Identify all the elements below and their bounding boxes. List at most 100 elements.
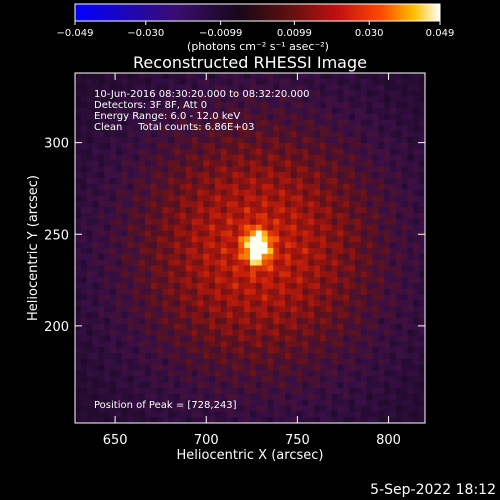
heatmap-cell	[384, 382, 391, 389]
heatmap-cell	[372, 189, 379, 196]
heatmap-cell	[244, 370, 251, 377]
heatmap-cell	[86, 259, 93, 266]
heatmap-cell	[115, 154, 123, 161]
heatmap-cell	[279, 382, 286, 389]
heatmap-cell	[255, 108, 263, 115]
heatmap-cell	[232, 370, 239, 377]
heatmap-cell	[395, 300, 403, 307]
heatmap-cell	[325, 102, 333, 109]
heatmap-cell	[360, 353, 368, 360]
heatmap-cell	[168, 353, 175, 360]
heatmap-cell	[372, 329, 379, 336]
heatmap-cell	[302, 277, 309, 284]
heatmap-cell	[92, 131, 99, 138]
heatmap-cell	[226, 125, 233, 132]
heatmap-cell	[191, 288, 198, 296]
heatmap-cell	[360, 230, 368, 237]
heatmap-cell	[220, 96, 228, 103]
heatmap-cell	[121, 370, 128, 377]
heatmap-cell	[145, 411, 152, 418]
heatmap-cell	[115, 253, 123, 261]
heatmap-cell	[407, 84, 414, 91]
heatmap-cell	[115, 288, 123, 296]
heatmap-cell	[232, 73, 239, 80]
heatmap-cell	[133, 253, 140, 261]
heatmap-cell	[325, 166, 333, 173]
heatmap-cell	[325, 277, 333, 284]
heatmap-cell	[261, 271, 268, 278]
heatmap-cell	[162, 224, 169, 231]
heatmap-cell	[185, 399, 193, 406]
heatmap-cell	[419, 294, 425, 301]
heatmap-cell	[244, 113, 251, 121]
heatmap-cell	[302, 370, 309, 377]
heatmap-cell	[238, 84, 245, 91]
heatmap-cell	[308, 376, 315, 383]
heatmap-cell	[80, 195, 88, 202]
heatmap-cell	[92, 224, 99, 231]
heatmap-cell	[320, 84, 327, 91]
heatmap-cell	[413, 253, 420, 261]
heatmap-cell	[378, 288, 385, 296]
heatmap-cell	[156, 376, 163, 383]
heatmap-cell	[174, 253, 181, 261]
heatmap-cell	[139, 318, 146, 325]
heatmap-cell	[156, 178, 163, 185]
heatmap-cell	[110, 90, 117, 97]
heatmap-cell	[80, 143, 88, 150]
heatmap-cell	[419, 358, 425, 366]
heatmap-cell	[133, 102, 140, 109]
heatmap-cell	[384, 84, 391, 91]
heatmap-cell	[150, 323, 158, 331]
heatmap-cell	[261, 283, 268, 290]
heatmap-cell	[220, 131, 228, 138]
heatmap-cell	[150, 148, 158, 156]
heatmap-cell	[191, 248, 198, 255]
heatmap-cell	[372, 183, 379, 191]
heatmap-cell	[185, 172, 193, 179]
heatmap-cell	[180, 294, 187, 301]
heatmap-cell	[384, 143, 391, 150]
heatmap-cell	[302, 306, 309, 313]
heatmap-cell	[203, 218, 210, 226]
heatmap-cell	[75, 218, 82, 226]
heatmap-cell	[197, 347, 204, 354]
heatmap-cell	[255, 84, 263, 91]
heatmap-cell	[401, 242, 408, 249]
heatmap-cell	[261, 166, 268, 173]
heatmap-cell	[331, 306, 338, 313]
heatmap-cell	[203, 248, 210, 255]
heatmap-cell	[162, 213, 169, 220]
heatmap-cell	[121, 160, 128, 167]
heatmap-cell	[180, 300, 187, 307]
heatmap-cell	[390, 108, 397, 115]
heatmap-cell	[238, 399, 245, 406]
heatmap-cell	[366, 417, 373, 423]
heatmap-cell	[285, 172, 292, 179]
heatmap-cell	[250, 306, 257, 313]
heatmap-cell	[378, 189, 385, 196]
heatmap-cell	[337, 236, 344, 243]
heatmap-cell	[337, 195, 344, 202]
heatmap-cell	[104, 329, 111, 336]
heatmap-cell	[349, 417, 356, 423]
heatmap-cell	[110, 195, 117, 202]
heatmap-cell	[121, 271, 128, 278]
heatmap-cell	[325, 195, 333, 202]
heatmap-cell	[226, 195, 233, 202]
heatmap-cell	[115, 312, 123, 319]
heatmap-cell	[337, 399, 344, 406]
heatmap-cell	[366, 172, 373, 179]
heatmap-cell	[325, 248, 333, 255]
heatmap-cell	[215, 207, 222, 214]
heatmap-cell	[168, 172, 175, 179]
heatmap-cell	[267, 78, 274, 86]
heatmap-cell	[150, 358, 158, 366]
heatmap-cell	[203, 172, 210, 179]
heatmap-cell	[80, 312, 88, 319]
heatmap-cell	[290, 236, 298, 243]
heatmap-cell	[267, 218, 274, 226]
heatmap-cell	[244, 189, 251, 196]
heatmap-cell	[296, 405, 303, 412]
